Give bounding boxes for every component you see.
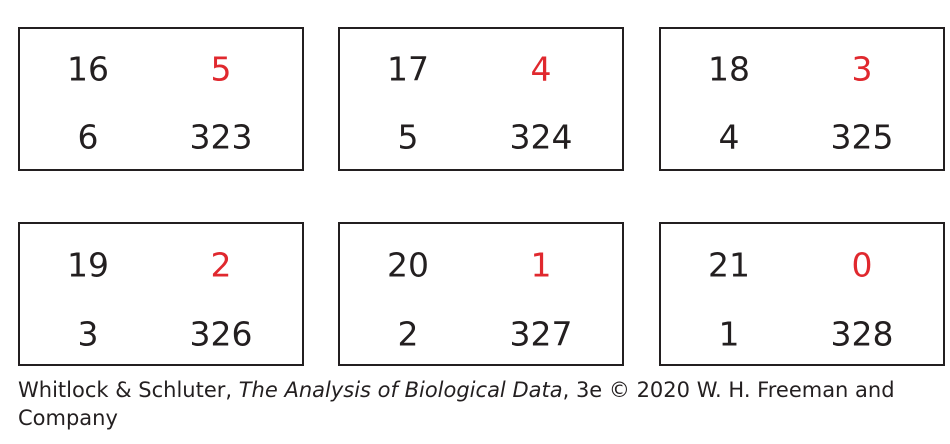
table-cell-top-right: 0 — [851, 245, 873, 285]
table-6: 21 0 1 328 — [659, 222, 945, 366]
table-4: 19 2 3 326 — [18, 222, 304, 366]
caption-prefix: Whitlock & Schluter, — [18, 378, 239, 402]
table-1: 16 5 6 323 — [18, 27, 304, 171]
table-cell-top-left: 18 — [708, 49, 750, 89]
caption-suffix: , 3e © 2020 W. H. Freeman and Company — [18, 378, 895, 430]
table-cell-bottom-left: 6 — [77, 117, 99, 157]
table-cell-bottom-left: 4 — [718, 117, 740, 157]
table-cell-top-left: 16 — [67, 49, 109, 89]
table-cell-top-left: 17 — [387, 49, 429, 89]
table-cell-top-right: 1 — [530, 245, 552, 285]
table-cell-bottom-left: 1 — [718, 314, 740, 354]
table-cell-bottom-right: 323 — [189, 117, 253, 157]
caption-book-title: The Analysis of Biological Data — [238, 378, 563, 402]
table-cell-top-left: 19 — [67, 245, 109, 285]
table-cell-bottom-right: 328 — [830, 314, 894, 354]
table-cell-bottom-left: 5 — [397, 117, 419, 157]
table-cell-bottom-right: 324 — [509, 117, 573, 157]
table-cell-top-right: 5 — [210, 49, 232, 89]
table-cell-bottom-left: 2 — [397, 314, 419, 354]
table-5: 20 1 2 327 — [338, 222, 624, 366]
table-cell-bottom-right: 327 — [509, 314, 573, 354]
table-cell-top-right: 4 — [530, 49, 552, 89]
table-cell-top-right: 3 — [851, 49, 873, 89]
copyright-caption: Whitlock & Schluter, The Analysis of Bio… — [18, 376, 918, 432]
table-cell-bottom-right: 326 — [189, 314, 253, 354]
table-cell-top-left: 21 — [708, 245, 750, 285]
table-2: 17 4 5 324 — [338, 27, 624, 171]
table-cell-top-right: 2 — [210, 245, 232, 285]
table-cell-top-left: 20 — [387, 245, 429, 285]
table-cell-bottom-right: 325 — [830, 117, 894, 157]
table-cell-bottom-left: 3 — [77, 314, 99, 354]
table-3: 18 3 4 325 — [659, 27, 945, 171]
